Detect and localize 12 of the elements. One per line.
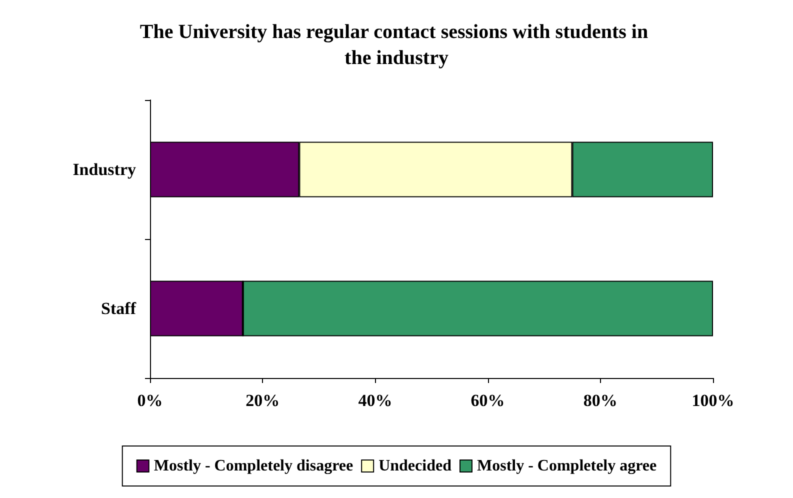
y-tick-label: Staff [101, 299, 136, 318]
legend-label: Mostly - Completely agree [476, 458, 657, 474]
x-tick-label: 20% [246, 391, 280, 410]
chart-title: The University has regular contact sessions with students in the industry [140, 21, 654, 69]
legend-label: Mostly - Completely disagree [154, 458, 354, 474]
x-tick-label: 80% [583, 391, 618, 410]
y-tick-label: Industry [72, 160, 136, 179]
x-tick-label: 40% [358, 391, 392, 410]
legend-label: Undecided [378, 458, 452, 474]
x-tick-label: 100% [692, 391, 734, 410]
x-tick-label: 60% [470, 391, 505, 410]
x-tick-label: 0% [137, 391, 163, 410]
